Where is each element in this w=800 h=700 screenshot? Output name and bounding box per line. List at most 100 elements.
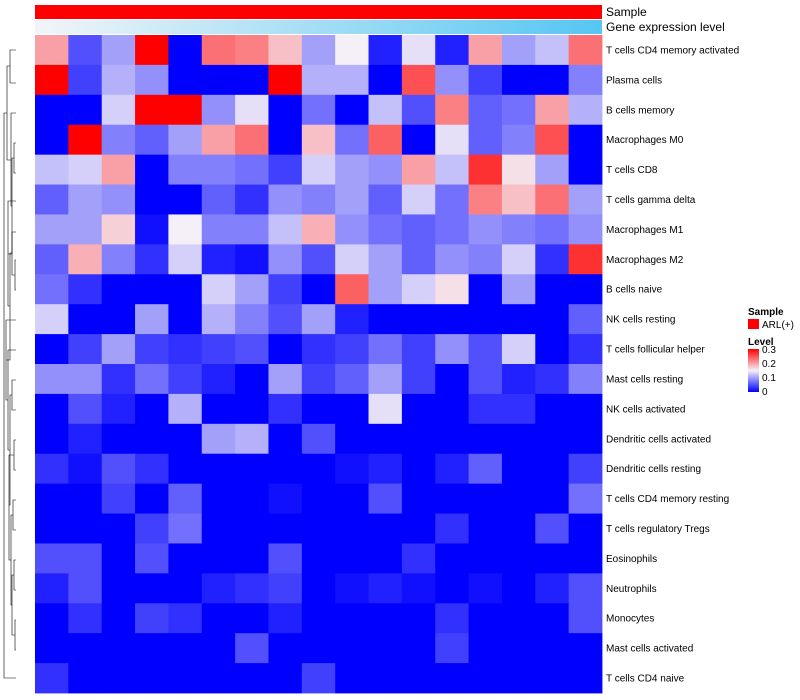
dendro-link xyxy=(14,619,16,651)
heatmap-cell xyxy=(235,393,269,425)
heatmap-cell xyxy=(268,334,303,365)
heatmap-cell xyxy=(201,214,236,245)
dendro-link xyxy=(6,252,12,361)
heatmap-cell xyxy=(168,393,203,425)
heatmap-cell xyxy=(501,423,536,455)
heatmap-cell xyxy=(568,35,603,66)
heatmap-cell xyxy=(101,603,136,634)
heatmap-cell xyxy=(501,124,536,156)
heatmap-cell xyxy=(101,513,136,544)
heatmap-cell xyxy=(568,64,603,96)
heatmap-cell xyxy=(201,513,236,544)
heatmap-cell xyxy=(301,543,336,574)
heatmap-cell xyxy=(68,513,103,544)
heatmap-cell xyxy=(35,513,69,544)
heatmap-cell xyxy=(301,423,336,455)
heatmap-cell xyxy=(135,573,169,604)
heatmap-cell xyxy=(335,304,369,335)
heatmap-cell xyxy=(335,483,369,514)
heatmap-cell xyxy=(268,423,303,455)
row-label: Monocytes xyxy=(606,614,654,625)
heatmap-cell xyxy=(568,274,603,305)
heatmap-cell xyxy=(368,184,403,215)
heatmap-cell xyxy=(201,35,236,66)
heatmap-cell xyxy=(168,603,203,634)
row-label: Dendritic cells activated xyxy=(606,434,711,445)
heatmap-cell xyxy=(568,364,603,395)
heatmap-cell xyxy=(135,364,169,395)
heatmap-cell xyxy=(135,304,169,335)
heatmap-cell xyxy=(101,244,136,275)
heatmap-cell xyxy=(435,274,469,305)
heatmap-cell xyxy=(568,124,603,156)
heatmap-cell xyxy=(535,603,570,634)
heatmap-cell xyxy=(301,35,336,66)
heatmap-cell xyxy=(568,304,603,335)
heatmap-cell xyxy=(335,244,369,275)
heatmap-cell xyxy=(568,423,603,455)
heatmap-cell xyxy=(201,663,236,694)
heatmap-cell xyxy=(301,304,336,335)
heatmap-cell xyxy=(268,393,303,425)
heatmap-cell xyxy=(335,124,369,156)
heatmap-cell xyxy=(368,603,403,634)
dendro-link xyxy=(12,499,16,531)
heatmap-cell xyxy=(101,453,136,485)
heatmap-cell xyxy=(535,274,570,305)
heatmap-cell xyxy=(135,543,169,574)
heatmap-cells xyxy=(35,35,603,694)
heatmap-cell xyxy=(301,603,336,634)
heatmap-cell xyxy=(68,35,103,66)
heatmap-cell xyxy=(401,573,436,604)
heatmap-cell xyxy=(35,603,69,634)
heatmap-cell xyxy=(535,124,570,156)
heatmap-cell xyxy=(35,244,69,275)
heatmap-cell xyxy=(501,483,536,514)
heatmap-cell xyxy=(368,124,403,156)
heatmap-cell xyxy=(435,154,469,185)
heatmap-cell xyxy=(468,543,503,574)
heatmap-cell xyxy=(368,543,403,574)
heatmap-cell xyxy=(168,124,203,156)
heatmap-cell xyxy=(235,244,269,275)
heatmap-cell xyxy=(568,633,603,664)
heatmap-cell xyxy=(68,274,103,305)
heatmap-cell xyxy=(268,513,303,544)
heatmap-cell xyxy=(335,94,369,126)
heatmap-cell xyxy=(435,393,469,425)
legend-tick-label: 0 xyxy=(762,387,768,398)
heatmap-cell xyxy=(268,364,303,395)
heatmap-cell xyxy=(301,154,336,185)
row-dendrogram xyxy=(3,49,16,679)
heatmap-cell xyxy=(301,274,336,305)
heatmap-cell xyxy=(235,483,269,514)
row-label: B cells naive xyxy=(606,285,663,296)
heatmap-cell xyxy=(535,393,570,425)
dendro-link xyxy=(11,379,16,411)
dendro-link xyxy=(11,231,16,276)
heatmap-cell xyxy=(335,64,369,96)
heatmap-cell xyxy=(101,184,136,215)
heatmap-cell xyxy=(35,393,69,425)
heatmap-cell xyxy=(235,633,269,664)
heatmap-cell xyxy=(35,483,69,514)
heatmap-cell xyxy=(468,64,503,96)
legend-tick-label: 0.3 xyxy=(762,345,776,356)
heatmap-cell xyxy=(501,393,536,425)
heatmap-cell xyxy=(235,663,269,694)
heatmap-cell xyxy=(468,633,503,664)
heatmap-cell xyxy=(268,35,303,66)
heatmap-cell xyxy=(335,393,369,425)
heatmap-cell xyxy=(101,573,136,604)
heatmap-cell xyxy=(501,513,536,544)
heatmap-cell xyxy=(501,244,536,275)
heatmap-cell xyxy=(368,334,403,365)
row-label: T cells CD4 naive xyxy=(606,674,685,685)
heatmap-cell xyxy=(168,64,203,96)
row-label: NK cells activated xyxy=(606,404,685,415)
heatmap-cell xyxy=(68,483,103,514)
legend-sample-title: Sample xyxy=(748,307,784,318)
heatmap-cell xyxy=(468,244,503,275)
heatmap-cell xyxy=(101,543,136,574)
heatmap-cell xyxy=(201,244,236,275)
